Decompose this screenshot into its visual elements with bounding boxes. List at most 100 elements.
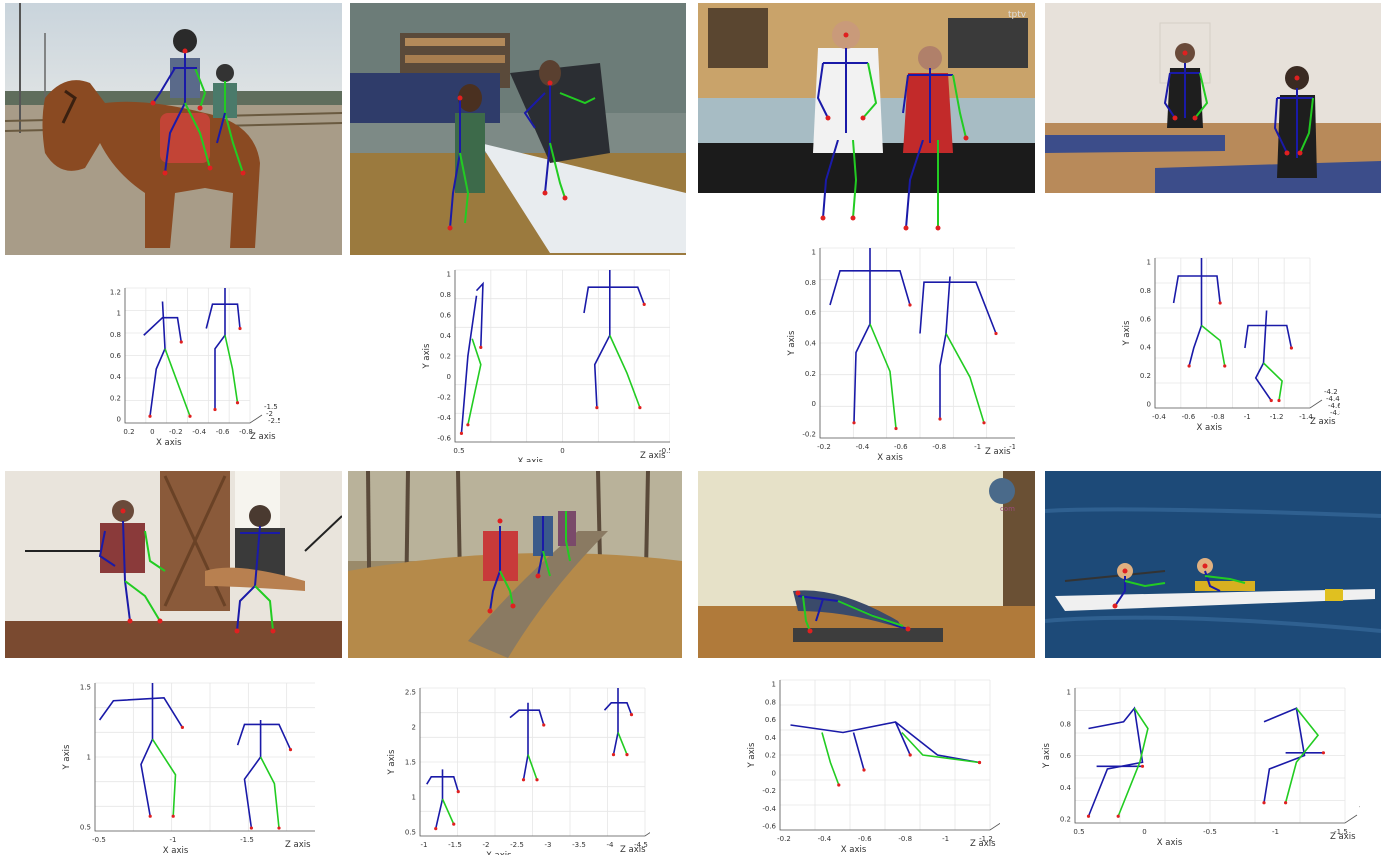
x-tick-label: -1.2 [1009,443,1015,451]
joint-marker [542,723,546,727]
x-tick-label: -1.2 [1270,413,1284,421]
x-tick-label: -0.8 [932,443,946,451]
skeleton-arms [143,316,183,343]
x-tick-label: -1.4 [1299,413,1313,421]
joint-marker [452,822,456,826]
joint-marker [456,790,460,794]
x-tick-label: -0.8 [898,835,912,843]
y-axis-label: Y axis [787,330,797,356]
y-tick-label: 0.2 [1140,372,1151,380]
joint-marker [629,713,634,717]
x-axis-label: X axis [877,453,903,463]
z-axis-label: Z axis [985,447,1011,457]
skeleton-left-side [609,335,641,408]
skeleton-right-side [460,295,478,434]
x-tick-label: -0.5 [1203,828,1217,836]
skeleton-left-side [467,338,482,425]
skeleton-left-side [441,798,455,825]
x-tick-label: -2.5 [510,841,524,849]
axis-lines [454,270,670,443]
x-axis-label: X axis [156,438,182,448]
joint-marker [1140,764,1145,768]
y-tick-label: 1.2 [110,289,121,297]
y-tick-label: -0.4 [762,805,776,813]
y-tick-label: 1 [87,754,91,762]
photo-musicians [5,471,342,658]
y-axis-label: Y axis [62,744,72,770]
photo-kneeling [1045,3,1381,193]
z-axis-label: Z axis [970,839,996,849]
x-tick-label: -0.2 [169,428,183,436]
skeleton-right-side [853,248,871,423]
axis-lines [1154,258,1323,409]
y-tick-label: 0.8 [1060,720,1071,728]
x-tick-label: 0 [1142,828,1146,836]
skeleton-left-side [821,732,840,786]
y-tick-label: 0 [447,373,451,381]
skeleton-arms [236,723,292,750]
joint-marker [535,778,539,782]
x-tick-label: -1.5 [1334,828,1348,836]
z-tick-label: -2.5 [268,417,280,425]
joint-marker [148,814,152,818]
skeleton-right-side [214,288,226,410]
x-tick-label: -1 [1272,828,1279,836]
z-tick-label: -4.8 [1330,409,1340,417]
y-tick-label: 1 [1067,689,1071,697]
y-axis-label: Y axis [100,342,102,368]
skeleton-right-side [522,702,529,780]
joint-marker [171,814,175,818]
x-axis-label: X axis [841,845,867,855]
axis-lines [1074,688,1358,824]
skeleton-arms [919,281,997,334]
skeleton-left-side [164,348,191,417]
skeleton-arms [205,303,241,329]
skeleton-right-side [1263,707,1306,803]
joint-marker [288,748,293,752]
x-tick-label: -0.4 [192,428,206,436]
skeleton-left-side [945,333,985,424]
x-tick-label: -1 [974,443,981,451]
z-tick-label: -2 [266,410,273,418]
axis-lines [779,680,1000,831]
y-tick-label: 0.8 [1140,287,1151,295]
z-tick-label: -4.6 [1328,402,1340,410]
y-tick-label: 1.5 [405,759,416,767]
y-tick-label: 0.6 [440,312,452,320]
yoga-watermark: com [1000,505,1015,513]
pose-plot-7: 10.80.60.40.20-0.2-0.4-0.6-0.2 -0.4 -0.6 -0… [747,679,1000,855]
photo-workshop [350,3,686,255]
y-tick-label: 0.5 [80,824,91,832]
axis-lines [124,288,263,424]
photo-yoga-plank: com [698,471,1035,658]
joint-marker [479,345,483,349]
y-axis-label: Y axis [747,742,757,768]
y-tick-label: 0.6 [765,716,777,724]
y-tick-label: 1 [1147,259,1151,267]
x-tick-label: -0.5 [659,447,670,455]
photo-forest [348,471,682,658]
skeleton-left-side [151,738,177,817]
skeleton-right-side [1254,310,1272,401]
x-tick-label: -0.6 [894,443,908,451]
skeleton-arms [1172,275,1221,304]
joint-marker [1284,801,1288,805]
y-tick-label: 1 [117,310,121,318]
y-tick-label: -0.6 [437,435,451,443]
z-tick-label: -1.5 [264,403,278,411]
joint-marker [213,407,217,412]
joint-marker [595,406,599,410]
x-tick-label: -0.2 [817,443,831,451]
joint-marker [249,826,253,830]
y-axis-label: Y axis [1122,320,1132,346]
skeleton-arms [98,696,184,728]
y-tick-label: 0.6 [1060,752,1072,760]
y-tick-label: 0.4 [440,332,452,340]
axis-lines [419,688,650,837]
pose-plot-8: 10.80.60.40.20.50-0.5-1-1.5-3.2-3.4X axi… [1042,687,1360,848]
y-tick-label: -0.4 [437,414,451,422]
skeleton-left-side [617,732,628,755]
skeleton-right-side [434,769,444,829]
joint-marker [625,753,629,757]
skeleton-right-side [1087,706,1144,817]
